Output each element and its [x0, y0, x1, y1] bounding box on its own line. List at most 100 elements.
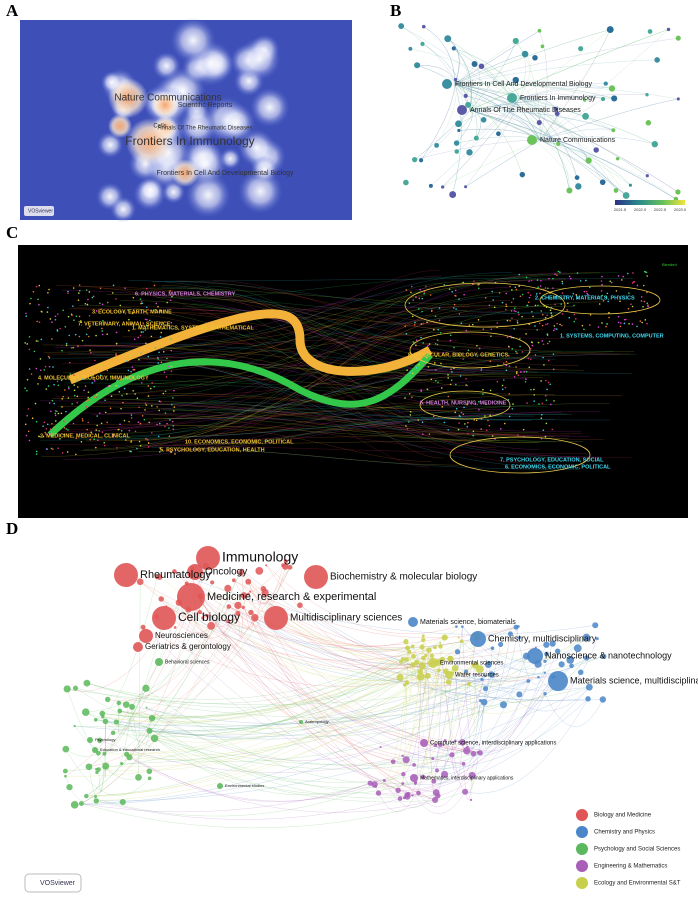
link	[199, 611, 451, 671]
publication-dot	[62, 309, 64, 312]
journal-label: Frontiers In Immunology	[125, 134, 254, 148]
main-path	[68, 309, 433, 385]
publication-dot	[440, 362, 442, 365]
category-node	[438, 742, 443, 747]
publication-dot	[518, 313, 520, 316]
publication-dot	[406, 369, 408, 371]
link	[241, 569, 256, 629]
publication-dot	[98, 412, 101, 415]
watermark: VOSviewer	[40, 880, 76, 887]
publication-dot	[545, 323, 547, 326]
publication-dot	[119, 378, 122, 381]
publication-dot	[425, 356, 428, 359]
publication-dot	[128, 420, 130, 423]
link	[74, 680, 529, 806]
publication-dot	[501, 384, 504, 387]
category-node	[585, 683, 593, 691]
citation-link	[138, 403, 610, 452]
publication-dot	[557, 270, 560, 273]
category-node	[432, 796, 439, 804]
publication-dot	[76, 395, 79, 398]
publication-dot	[451, 291, 453, 293]
publication-dot	[427, 366, 430, 368]
category-node	[424, 672, 431, 679]
publication-dot	[516, 320, 519, 322]
publication-dot	[405, 425, 407, 427]
link	[498, 97, 521, 134]
category-node	[70, 801, 79, 809]
publication-dot	[581, 324, 584, 327]
publication-dot	[37, 340, 39, 342]
publication-dot	[641, 321, 643, 324]
publication-dot	[411, 396, 413, 399]
publication-dot	[154, 308, 157, 311]
publication-dot	[99, 364, 102, 366]
panel-label: B	[390, 1, 401, 20]
publication-dot	[44, 431, 47, 434]
publication-dot	[170, 349, 173, 352]
publication-dot	[507, 354, 510, 357]
link	[458, 109, 474, 131]
link	[228, 621, 428, 685]
link	[398, 676, 554, 791]
publication-dot	[423, 291, 426, 293]
publication-dot	[65, 410, 67, 413]
publication-dot	[120, 407, 122, 410]
link	[413, 656, 429, 698]
link	[99, 740, 441, 773]
publication-dot	[424, 364, 426, 366]
publication-dot	[68, 361, 71, 364]
category-node	[421, 637, 426, 643]
link	[418, 753, 474, 807]
citation-link	[208, 401, 573, 415]
link	[519, 83, 606, 99]
publication-dot	[409, 410, 412, 413]
journal-node	[473, 135, 479, 141]
publication-dot	[627, 307, 630, 310]
publication-dot	[103, 444, 106, 447]
publication-dot	[117, 385, 120, 387]
category-node	[197, 610, 202, 615]
citation-link	[52, 398, 555, 437]
density-blob	[216, 103, 256, 143]
publication-dot	[507, 345, 510, 348]
citation-link	[49, 444, 586, 454]
publication-dot	[49, 318, 52, 320]
link	[454, 82, 469, 96]
publication-dot	[144, 402, 147, 405]
publication-dot	[152, 325, 154, 328]
publication-dot	[454, 294, 456, 297]
watermark-box	[24, 206, 54, 216]
publication-dot	[567, 302, 569, 305]
publication-dot	[173, 410, 175, 412]
density-hotspot	[126, 118, 174, 166]
citation-link	[164, 278, 633, 282]
link	[98, 676, 421, 772]
publication-dot	[517, 434, 519, 436]
publication-dot	[59, 438, 61, 440]
publication-dot	[544, 316, 547, 319]
link	[199, 611, 481, 754]
publication-dot	[441, 406, 444, 408]
category-node	[466, 681, 471, 687]
journal-node	[593, 147, 599, 153]
category-node	[287, 564, 293, 570]
publication-dot	[48, 402, 51, 404]
category-node	[543, 671, 547, 674]
publication-dot	[575, 318, 577, 320]
link	[254, 617, 405, 799]
publication-dot	[617, 275, 620, 277]
publication-dot	[454, 383, 457, 386]
publication-dot	[513, 310, 515, 312]
category-node	[146, 727, 153, 734]
publication-dot	[588, 286, 591, 289]
journal-node	[454, 149, 460, 154]
category-node	[461, 625, 464, 628]
publication-dot	[450, 379, 453, 382]
journal-node	[465, 101, 472, 108]
cluster-label: 10. ECONOMICS, ECONOMIC, POLITICAL	[185, 439, 294, 445]
link	[200, 600, 413, 796]
link	[453, 48, 472, 111]
publication-dot	[149, 387, 152, 390]
publication-dot	[106, 301, 109, 304]
